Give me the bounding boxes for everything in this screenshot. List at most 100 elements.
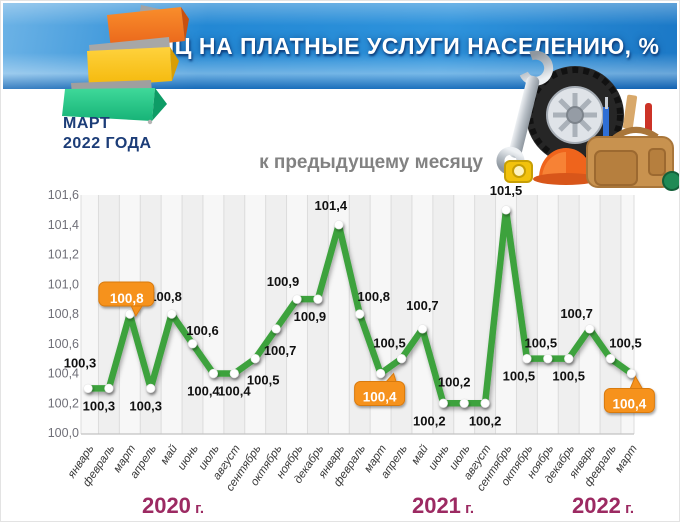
highlight-callout: 100,4 <box>354 372 406 406</box>
steps-logo-icon <box>62 5 189 125</box>
data-point-marker <box>125 309 135 319</box>
year-label: 2020 г. <box>142 493 204 518</box>
data-point-marker <box>313 294 323 304</box>
data-point-marker <box>355 309 365 319</box>
data-point-label: 100,2 <box>438 374 471 389</box>
year-labels: 2020 г. 2021 г. 2022 г. <box>142 493 634 518</box>
data-point-marker <box>584 324 595 334</box>
data-point-label: 100,9 <box>267 274 300 289</box>
data-point-marker <box>480 398 490 408</box>
data-point-label: 100,4 <box>218 384 251 399</box>
data-point-marker <box>250 354 260 364</box>
data-point-marker <box>208 368 218 379</box>
callout-box <box>354 381 406 406</box>
data-point-label: 100,6 <box>186 323 219 338</box>
data-point-marker <box>104 383 114 393</box>
data-point-marker <box>334 220 344 230</box>
data-point-marker <box>396 354 407 364</box>
callout-value: 100,4 <box>363 390 397 405</box>
chart-subtitle: к предыдущему месяцу <box>259 152 483 173</box>
data-point-marker <box>438 398 448 408</box>
data-point-marker <box>522 354 532 364</box>
data-point-label: 100,8 <box>357 289 390 304</box>
data-point-label: 100,2 <box>469 413 502 428</box>
plot-column <box>558 195 580 434</box>
data-point-label: 100,4 <box>187 384 220 399</box>
year-label: 2021 г. <box>412 493 474 518</box>
data-point-label: 100,3 <box>83 398 116 413</box>
data-point-marker <box>376 368 386 379</box>
highlight-callout: 100,4 <box>603 375 655 413</box>
data-point-marker <box>187 339 198 349</box>
data-point-label: 101,4 <box>315 198 348 213</box>
y-tick-label: 100,2 <box>48 396 79 410</box>
plot-column <box>286 195 308 434</box>
data-point-label: 100,5 <box>609 336 642 351</box>
tape-measure-icon <box>504 160 533 183</box>
plot-column <box>453 195 475 434</box>
month-tick-label: июнь <box>427 443 452 472</box>
page-title: ИПЦ НА ПЛАТНЫЕ УСЛУГИ НАСЕЛЕНИЮ, % <box>140 32 660 59</box>
data-point-marker <box>564 354 574 364</box>
data-point-label: 100,3 <box>64 355 97 370</box>
data-point-label: 100,2 <box>413 413 446 428</box>
year-label: 2022 г. <box>572 493 634 518</box>
y-tick-label: 100,6 <box>48 337 79 351</box>
month-tick-label: июнь <box>176 443 201 472</box>
highlight-callout: 100,8 <box>98 281 155 318</box>
callout-box <box>603 388 655 413</box>
axes: 101,6 101,4 101,2 101,0 100,8 100,6 100,4 100,2… <box>48 188 79 440</box>
chart-markers <box>83 205 637 408</box>
y-tick-label: 101,6 <box>48 188 79 202</box>
data-point-label: 100,9 <box>294 309 327 324</box>
data-point-marker <box>417 324 428 334</box>
plot-column <box>391 195 412 434</box>
y-tick-label: 101,0 <box>48 277 79 291</box>
data-point-label: 100,3 <box>129 398 162 413</box>
y-tick-label: 100,0 <box>48 426 79 440</box>
toolbag-icon <box>586 94 679 191</box>
data-point-marker <box>543 354 553 364</box>
data-point-label: 100,5 <box>525 336 558 351</box>
data-point-marker <box>292 294 302 304</box>
data-point-label: 100,7 <box>560 306 593 321</box>
callout-value: 100,8 <box>110 291 144 306</box>
data-point-label: 100,5 <box>503 369 536 384</box>
data-point-label: 100,5 <box>552 369 585 384</box>
callout-value: 100,4 <box>613 397 647 412</box>
plot-column <box>579 195 601 434</box>
data-point-marker <box>167 309 177 319</box>
data-point-marker <box>83 383 93 393</box>
data-point-label: 100,7 <box>406 298 439 313</box>
data-point-marker <box>271 324 281 334</box>
plot-column <box>370 195 392 434</box>
data-point-label: 100,8 <box>149 289 182 304</box>
data-point-label: 100,5 <box>373 336 406 351</box>
plot-column <box>244 195 266 434</box>
data-point-marker <box>146 383 156 393</box>
tools-illustration <box>496 50 679 191</box>
data-point-marker <box>501 205 511 215</box>
data-point-marker <box>229 368 239 379</box>
plot-column <box>265 195 287 434</box>
y-tick-label: 101,2 <box>48 248 79 262</box>
report-period-year: 2022 ГОДА <box>63 135 152 152</box>
plot-column <box>307 195 329 434</box>
plot-column <box>411 195 433 434</box>
data-point-marker <box>626 368 637 379</box>
y-tick-label: 100,4 <box>48 367 79 381</box>
data-point-label: 100,5 <box>247 373 280 388</box>
data-point-label: 101,5 <box>490 183 523 198</box>
data-point-marker <box>459 398 469 408</box>
report-period: МАРТ 2022 ГОДА <box>63 114 152 154</box>
helmet-icon <box>533 148 599 185</box>
y-tick-label: 100,8 <box>48 307 79 321</box>
plot-column <box>600 195 621 434</box>
plot-column <box>81 195 99 434</box>
plot-column <box>537 195 559 434</box>
data-point-marker <box>605 354 616 364</box>
plot-column <box>182 195 203 434</box>
